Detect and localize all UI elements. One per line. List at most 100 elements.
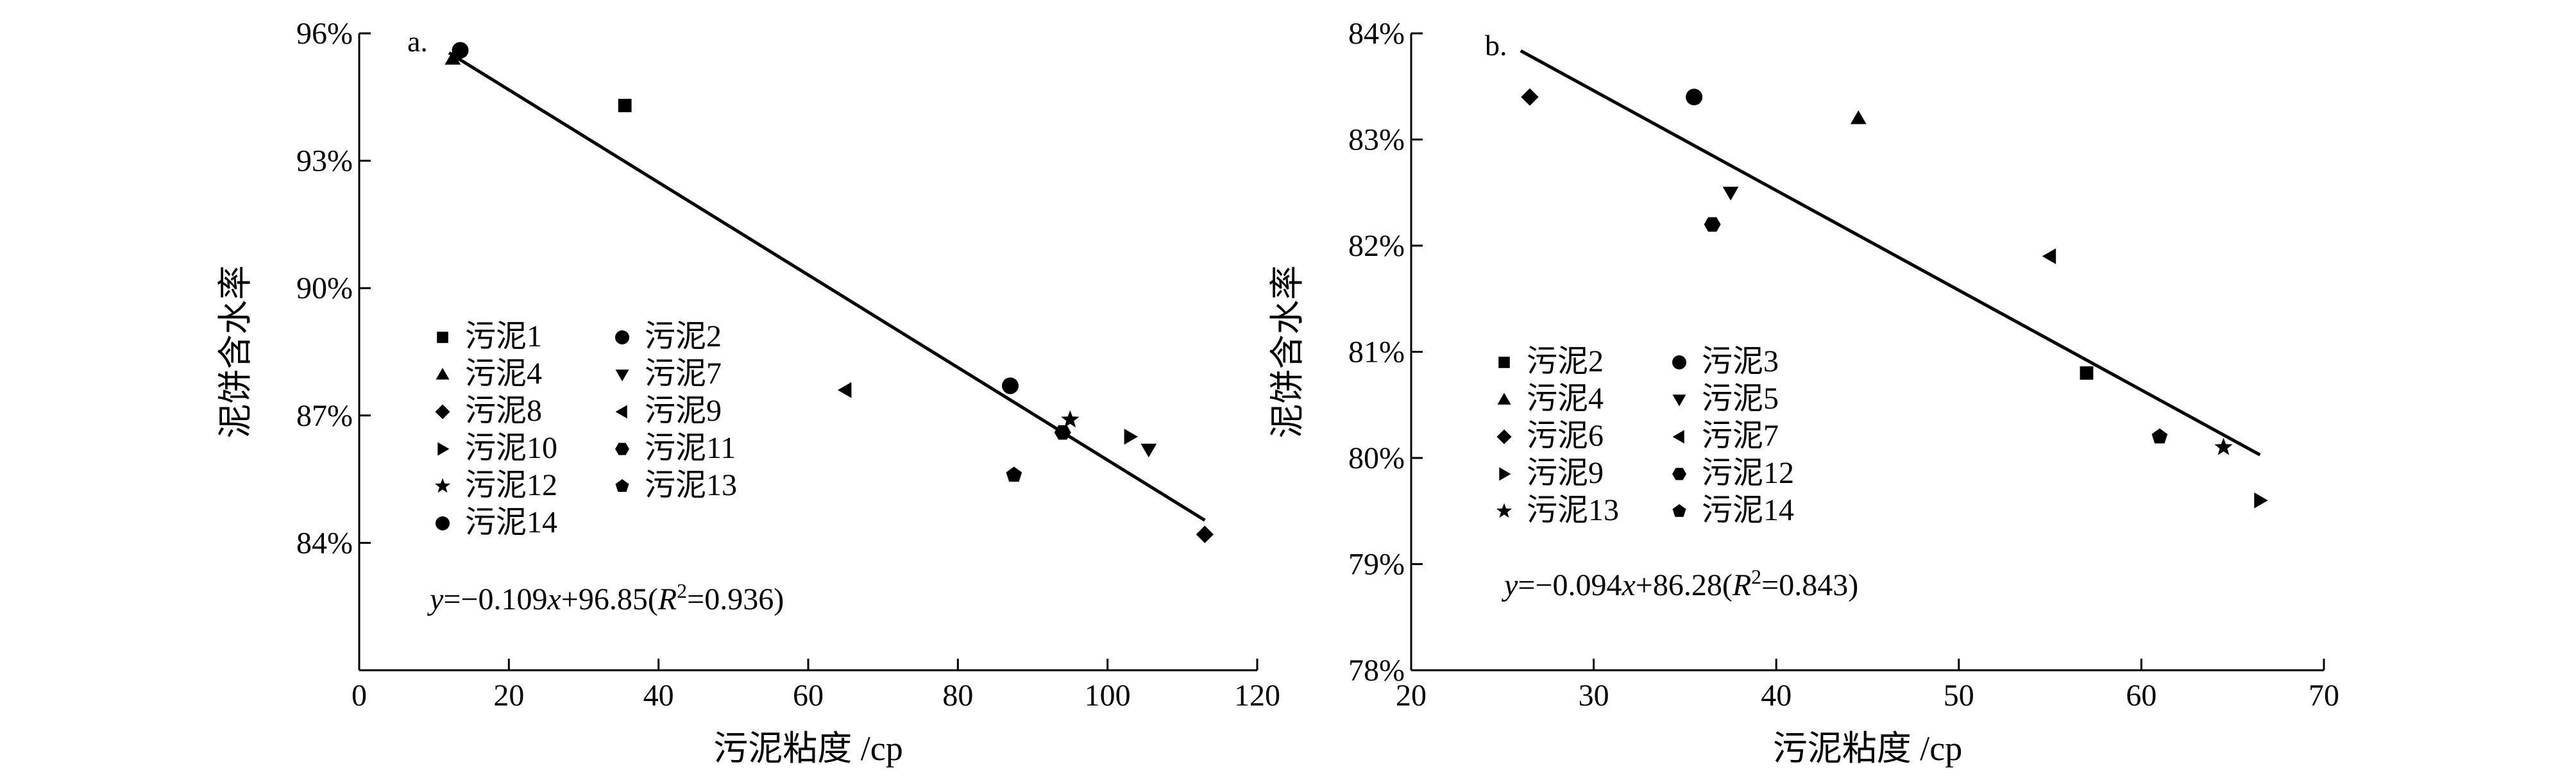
legend-marker-b: [1498, 357, 1510, 368]
data-point-b: [2042, 248, 2056, 264]
data-point-b: [2214, 437, 2233, 455]
legend-label-b: 污泥4: [1527, 382, 1604, 416]
y-tick-label-b: 78%: [1348, 654, 1405, 688]
legend-marker-b: [1672, 394, 1686, 407]
legend-label-b: 污泥13: [1527, 493, 1619, 527]
data-point-a: [1054, 425, 1071, 440]
data-point-a: [1061, 410, 1080, 428]
y-tick-label-a: 87%: [296, 399, 353, 433]
y-tick-label-b: 79%: [1348, 548, 1405, 582]
data-point-b: [1521, 88, 1539, 106]
legend-b: 污泥2 污泥3 污泥4 污泥5 污泥6 污泥7 污泥9 污泥12 污泥13 污泥14: [1496, 344, 1794, 527]
x-tick-label-a: 20: [493, 679, 524, 713]
legend-label-a: 污泥9: [645, 394, 722, 428]
legend-marker-a: [437, 332, 448, 343]
panel-label-a: a.: [407, 25, 428, 58]
x-tick-label-a: 60: [793, 679, 824, 713]
legend-label-b: 污泥2: [1527, 344, 1604, 378]
chart-panel-b: 20 30 40 50 60 70 78% 79% 80% 81% 82% 83% 84% 污泥粘度 /c…: [1268, 17, 2339, 768]
y-tick-label-b: 82%: [1348, 229, 1405, 263]
x-tick-label-b: 20: [1396, 679, 1427, 713]
legend-marker-b: [1497, 393, 1511, 405]
x-tick-label-b: 40: [1761, 679, 1792, 713]
legend-label-a: 污泥13: [645, 468, 737, 502]
legend-label-a: 污泥4: [465, 357, 542, 391]
regression-equation-a: y=−0.109x+96.85(R2=0.936): [427, 579, 784, 616]
y-axis-title-a: 泥饼含水率: [216, 266, 255, 439]
x-tick-label-a: 80: [942, 679, 973, 713]
y-tick-label-b: 84%: [1348, 17, 1405, 51]
data-point-a: [618, 99, 632, 112]
data-point-a: [1124, 428, 1138, 445]
legend-marker-a: [436, 516, 450, 530]
data-point-b: [2080, 366, 2094, 380]
x-tick-label-b: 50: [1944, 679, 1974, 713]
chart-panel-a: 0 20 40 60 80 100 120 84% 87% 90% 93% 96% 污泥粘度 /cp 泥饼…: [216, 17, 1280, 768]
x-tick-label-b: 60: [2126, 679, 2157, 713]
x-tick-label-a: 0: [352, 679, 367, 713]
legend-marker-a: [615, 330, 629, 344]
y-tick-label-b: 80%: [1348, 441, 1405, 475]
regression-equation-b: y=−0.094x+86.28(R2=0.843): [1501, 565, 1858, 602]
legend-label-a: 污泥14: [465, 505, 557, 539]
y-tick-label-b: 81%: [1348, 335, 1405, 369]
x-tick-label-a: 100: [1085, 679, 1131, 713]
y-tick-label-a: 96%: [296, 17, 353, 51]
legend-label-a: 污泥12: [465, 468, 557, 502]
regression-line-a: [448, 51, 1206, 522]
legend-marker-a: [437, 442, 450, 456]
legend-marker-a: [615, 405, 627, 419]
legend-label-a: 污泥10: [465, 431, 557, 465]
legend-label-a: 污泥11: [645, 431, 736, 465]
legend-marker-a: [436, 368, 450, 380]
legend-marker-a: [615, 479, 629, 492]
data-point-a: [452, 42, 469, 59]
legend-marker-b: [1499, 467, 1511, 481]
y-tick-label-a: 93%: [296, 144, 353, 178]
data-point-a: [1006, 466, 1022, 482]
legend-marker-a: [615, 443, 629, 455]
legend-marker-b: [1672, 504, 1686, 517]
legend-label-b: 污泥7: [1702, 419, 1779, 453]
legend-a: 污泥1 污泥2 污泥4 污泥7 污泥8 污泥9 污泥10 污泥11 污泥12 污泥13 污泥14: [435, 319, 737, 539]
legend-label-b: 污泥3: [1702, 344, 1779, 378]
data-point-a: [1002, 377, 1019, 394]
y-tick-label-a: 84%: [296, 526, 353, 560]
legend-label-b: 污泥6: [1527, 419, 1604, 453]
data-point-b: [1704, 217, 1721, 232]
x-axis-title-b: 污泥粘度 /cp: [1773, 729, 1962, 768]
y-tick-label-b: 83%: [1348, 123, 1405, 157]
data-point-a: [445, 51, 461, 65]
data-point-a: [838, 382, 852, 398]
panel-label-b: b.: [1485, 29, 1507, 62]
x-tick-label-b: 30: [1579, 679, 1609, 713]
data-point-b: [1686, 89, 1703, 106]
legend-label-b: 污泥9: [1527, 456, 1604, 490]
legend-label-a: 污泥1: [465, 319, 542, 353]
legend-marker-b: [1496, 429, 1512, 444]
legend-marker-b: [1672, 355, 1686, 369]
x-tick-label-a: 40: [643, 679, 674, 713]
data-point-b: [1722, 187, 1739, 201]
y-axis-title-b: 泥饼含水率: [1268, 266, 1307, 439]
legend-label-b: 污泥14: [1702, 493, 1794, 527]
legend-marker-a: [615, 369, 629, 382]
data-point-a: [1196, 525, 1214, 543]
legend-marker-b: [1496, 503, 1512, 518]
data-point-b: [1850, 110, 1867, 124]
x-axis-title-a: 污泥粘度 /cp: [713, 729, 902, 768]
legend-label-b: 污泥5: [1702, 382, 1779, 416]
regression-line-b: [1520, 49, 2261, 457]
y-tick-label-a: 90%: [296, 271, 353, 305]
legend-label-b: 污泥12: [1702, 456, 1794, 490]
legend-marker-b: [1672, 468, 1686, 480]
legend-marker-a: [435, 404, 450, 419]
data-point-b: [2151, 428, 2168, 444]
legend-marker-b: [1672, 430, 1684, 444]
legend-marker-a: [435, 478, 450, 493]
data-point-a: [1140, 443, 1157, 458]
x-tick-label-b: 70: [2309, 679, 2339, 713]
data-point-b: [2254, 492, 2268, 509]
legend-label-a: 污泥8: [465, 394, 542, 428]
